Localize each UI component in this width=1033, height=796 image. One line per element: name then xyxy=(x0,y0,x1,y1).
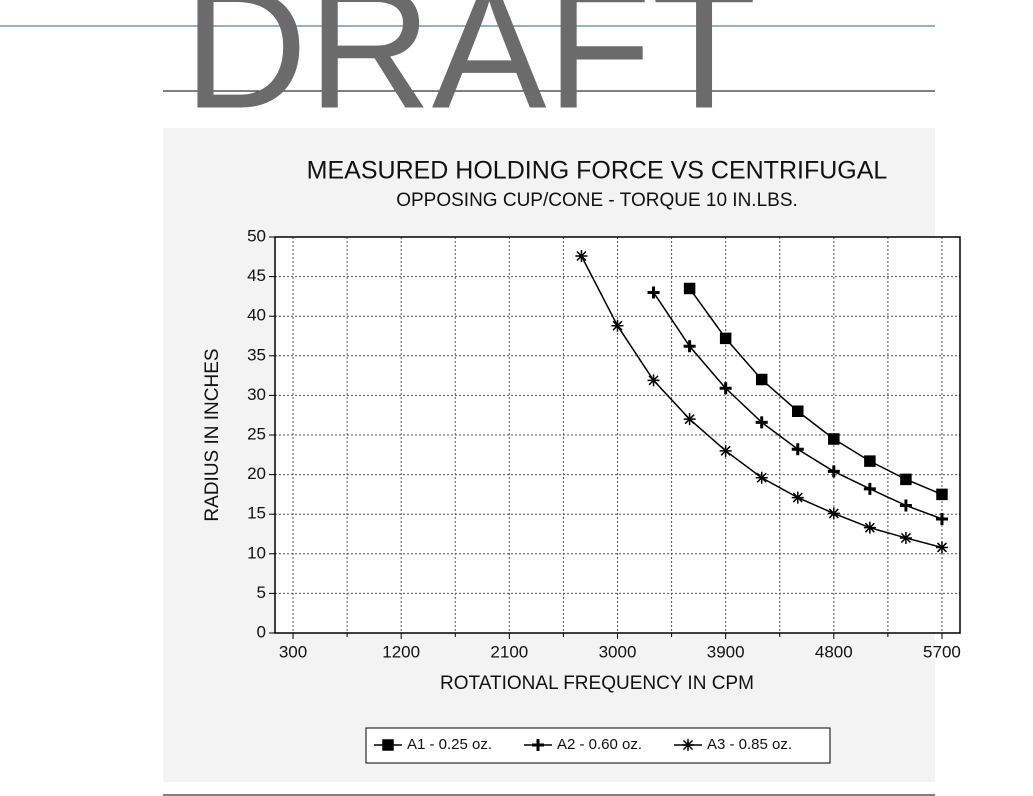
x-tick-label: 3900 xyxy=(707,642,745,661)
marker-plus xyxy=(791,443,804,456)
marker-plus xyxy=(532,739,544,751)
marker-square xyxy=(864,455,876,467)
x-tick-label: 5700 xyxy=(923,642,961,661)
marker-star xyxy=(683,413,696,426)
marker-square xyxy=(683,282,696,295)
marker-star xyxy=(647,374,660,387)
y-tick-label: 5 xyxy=(257,583,266,602)
marker-square xyxy=(792,405,804,417)
y-tick-label: 50 xyxy=(247,226,266,245)
marker-star xyxy=(755,471,768,484)
marker-plus xyxy=(683,340,696,353)
marker-plus xyxy=(863,482,876,495)
legend-label: A3 - 0.85 oz. xyxy=(707,736,792,753)
x-axis-label: ROTATIONAL FREQUENCY IN CPM xyxy=(440,673,754,694)
marker-star xyxy=(719,444,732,457)
marker-star xyxy=(935,541,948,554)
marker-star xyxy=(863,521,876,534)
marker-square xyxy=(900,473,912,486)
marker-star xyxy=(827,507,840,520)
chart-title: MEASURED HOLDING FORCE VS CENTRIFUGAL xyxy=(307,157,888,185)
y-tick-label: 40 xyxy=(247,306,266,325)
legend-label: A1 - 0.25 oz. xyxy=(407,736,492,753)
marker-plus xyxy=(935,512,948,525)
x-tick-label: 1200 xyxy=(382,642,420,661)
marker-star xyxy=(899,531,912,544)
chart-subtitle: OPPOSING CUP/CONE - TORQUE 10 IN.LBS. xyxy=(396,190,798,211)
marker-square xyxy=(755,373,768,386)
y-tick-label: 10 xyxy=(247,543,266,562)
y-tick-label: 30 xyxy=(247,385,266,404)
legend xyxy=(365,727,831,764)
legend-label: A2 - 0.60 oz. xyxy=(557,736,642,753)
marker-star xyxy=(611,319,624,332)
y-tick-label: 45 xyxy=(247,266,266,285)
x-tick-label: 300 xyxy=(279,642,307,661)
marker-star xyxy=(682,739,694,751)
watermark: DRAFT xyxy=(183,0,756,144)
plot-frame xyxy=(274,236,961,634)
marker-plus xyxy=(719,382,732,395)
x-tick-label: 3000 xyxy=(599,642,637,661)
marker-square xyxy=(828,433,840,445)
y-tick-label: 15 xyxy=(247,504,266,523)
x-tick-label: 4800 xyxy=(815,642,853,661)
y-tick-label: 20 xyxy=(247,464,266,483)
marker-star xyxy=(575,250,588,263)
marker-plus xyxy=(827,465,840,478)
y-tick-label: 25 xyxy=(247,424,266,443)
series-line xyxy=(688,288,943,496)
marker-plus xyxy=(899,499,912,512)
marker-square xyxy=(382,739,394,751)
marker-plus xyxy=(647,286,660,299)
y-axis-label: RADIUS IN INCHES xyxy=(202,348,223,521)
y-tick-label: 35 xyxy=(247,345,266,364)
marker-plus xyxy=(755,416,768,429)
x-tick-label: 2100 xyxy=(490,642,528,661)
y-tick-label: 0 xyxy=(257,622,266,641)
marker-square xyxy=(936,488,948,501)
marker-star xyxy=(791,491,804,504)
marker-square xyxy=(719,332,732,345)
